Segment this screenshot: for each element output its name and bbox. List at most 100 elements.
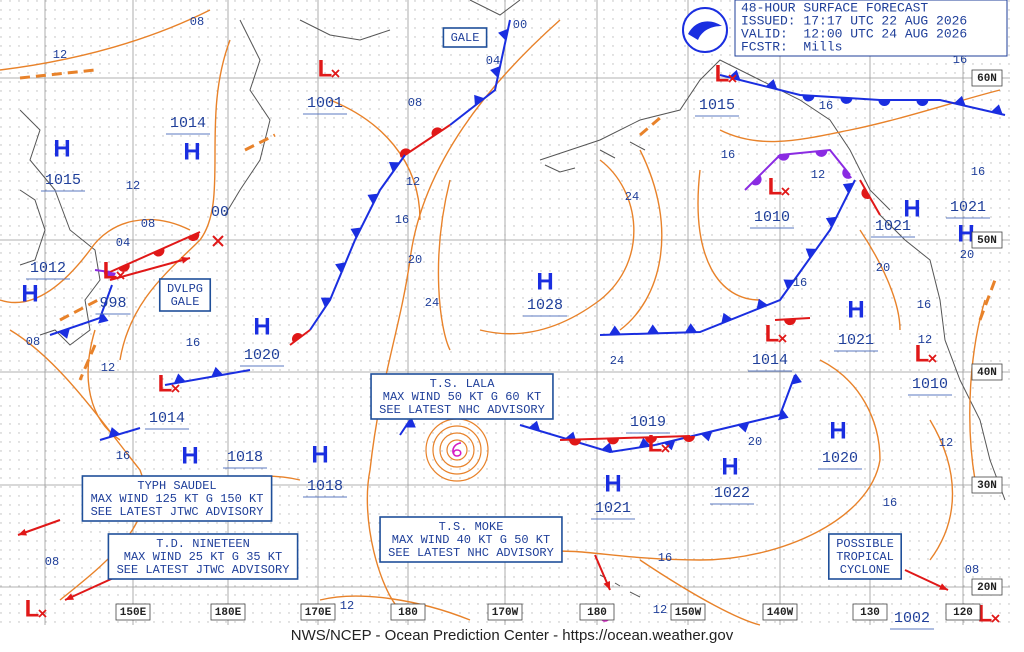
high-symbol: H — [183, 138, 200, 165]
front-line — [599, 179, 856, 336]
advisory-text: T.S. LALA — [430, 377, 496, 391]
front-symbol — [118, 263, 130, 272]
motion-arrow — [109, 257, 191, 281]
isobar — [929, 419, 954, 561]
isobar-label: 16 — [883, 496, 897, 510]
isobar-label: 16 — [116, 449, 130, 463]
isobar-label: 08 — [190, 15, 204, 29]
lon-label: 180 — [398, 607, 418, 619]
front-symbol — [783, 279, 795, 290]
lat-label: 30N — [977, 480, 997, 492]
isobar-label: 16 — [395, 213, 409, 227]
low-symbol: L — [715, 60, 730, 87]
front-symbol — [756, 298, 768, 310]
advisory-text: TYPH SAUDEL — [137, 479, 216, 493]
isobar-label: 24 — [610, 354, 624, 368]
front-symbol — [663, 440, 676, 451]
front-line — [744, 148, 851, 191]
lon-label-box — [670, 603, 706, 621]
lon-label: 180 — [587, 607, 607, 619]
front-symbol — [778, 408, 789, 421]
pressure-value: 1020 — [244, 347, 280, 364]
high-symbol: H — [536, 268, 553, 295]
isobar-label: 12 — [53, 48, 67, 62]
advisory-box — [442, 27, 488, 48]
pressure-value: 1010 — [912, 376, 948, 393]
front-line — [519, 424, 656, 454]
advisory-text: POSSIBLE — [836, 537, 894, 551]
front-symbol — [791, 373, 802, 385]
high-symbol: H — [311, 441, 328, 468]
development-x — [212, 235, 224, 247]
isobar-label: 08 — [45, 555, 59, 569]
pressure-value: 1019 — [630, 414, 666, 431]
front-symbol — [684, 323, 697, 333]
front-line — [94, 269, 111, 273]
front-symbol — [825, 216, 837, 228]
lon-label-box — [487, 603, 523, 621]
isobar-label: 16 — [971, 165, 985, 179]
pressure-value: 1028 — [527, 297, 563, 314]
isobar-label: 12 — [126, 179, 140, 193]
front-symbol — [498, 28, 509, 41]
isobar-label: 12 — [811, 168, 825, 182]
advisory-text: SEE LATEST NHC ADVISORY — [379, 403, 545, 417]
isobar-label: 16 — [721, 148, 735, 162]
advisory-text: GALE — [171, 295, 200, 309]
front-symbol — [721, 312, 733, 324]
front-line — [309, 154, 406, 331]
low-x — [171, 384, 180, 393]
isobar — [366, 19, 561, 611]
front-symbol — [842, 168, 853, 179]
isobar-label: 16 — [658, 551, 672, 565]
trough — [639, 116, 661, 137]
advisory-box — [827, 533, 902, 580]
isobar-label: 16 — [793, 276, 807, 290]
lat-label-box — [971, 363, 1003, 381]
isobar-label: 12 — [340, 599, 354, 613]
pressure-value: 1010 — [754, 209, 790, 226]
isobar-label: 20 — [960, 248, 974, 262]
advisory-text: SEE LATEST JTWC ADVISORY — [91, 505, 264, 519]
high-symbol: H — [21, 280, 38, 307]
advisory-box — [81, 475, 273, 522]
isobar-label: 08 — [26, 335, 40, 349]
pressure-value: 1015 — [45, 172, 81, 189]
advisory-text: T.D. NINETEEN — [156, 537, 250, 551]
front-line — [404, 124, 451, 156]
high-symbol: H — [721, 453, 738, 480]
isobar-label: 00 — [513, 18, 527, 32]
front-symbol — [320, 297, 332, 308]
lon-label-box — [762, 603, 798, 621]
lon-label: 150W — [675, 607, 702, 619]
isobar — [9, 329, 146, 601]
isobar — [119, 39, 231, 361]
advisory-text: MAX WIND 25 KT G 35 KT — [124, 550, 282, 564]
front-symbol — [98, 312, 109, 324]
isobar — [519, 359, 881, 561]
low-symbol: L — [765, 320, 780, 347]
advisory-text: SEE LATEST JTWC ADVISORY — [117, 563, 290, 577]
low-x — [778, 334, 787, 343]
arrow-head — [181, 256, 190, 264]
lon-label-box — [300, 603, 336, 621]
isobar-label: 00 — [211, 204, 229, 221]
front-symbol — [350, 227, 362, 239]
low-x — [928, 354, 937, 363]
isobar-label: 04 — [116, 236, 130, 250]
lon-label-box — [579, 603, 615, 621]
lon-label: 170W — [492, 607, 519, 619]
low-symbol: L — [103, 257, 118, 284]
low-symbol: L — [318, 55, 333, 82]
front-symbol — [815, 150, 828, 157]
coastline — [879, 214, 1006, 501]
isobar — [319, 595, 471, 621]
lon-label: 180E — [215, 607, 242, 619]
front-symbol — [878, 100, 891, 107]
header-box — [734, 0, 1008, 57]
isobar — [437, 179, 451, 351]
advisory-box — [107, 533, 299, 580]
advisory-box — [158, 278, 212, 312]
tropical-symbol — [452, 442, 462, 457]
